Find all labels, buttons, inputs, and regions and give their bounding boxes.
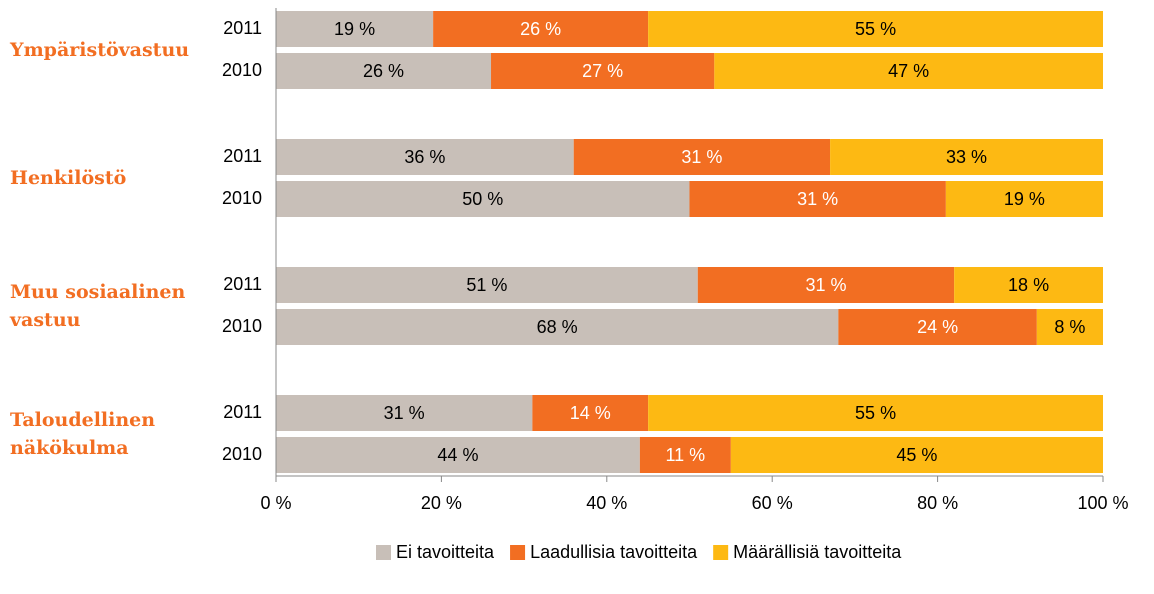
category-label: 2010 [222,188,262,208]
category-label: 2011 [223,146,262,166]
data-label: 44 % [437,445,478,465]
data-label: 26 % [520,19,561,39]
group-label: Taloudellinen näkökulma [10,409,156,459]
data-label: 19 % [334,19,375,39]
data-label: 33 % [946,147,987,167]
bar-segment [639,437,731,473]
legend-swatch [376,545,391,560]
legend-label: Määrällisiä tavoitteita [733,542,902,562]
bar-segment [276,53,492,89]
data-label: 31 % [384,403,425,423]
bar-segment [648,11,1103,47]
bar-segment [276,139,574,175]
bar-segment [433,11,649,47]
bar-segment [730,437,1103,473]
data-label: 8 % [1054,317,1085,337]
bar-segment [1036,309,1103,345]
bar-segment [945,181,1103,217]
bar-segment [276,437,640,473]
data-label: 47 % [888,61,929,81]
bar-segment [714,53,1103,89]
bar-segment [954,267,1103,303]
bar-segment [276,395,533,431]
bar-segment [648,395,1103,431]
x-tick-label: 0 % [260,493,291,513]
legend-swatch [510,545,526,560]
category-label: 2010 [222,60,262,80]
data-label: 55 % [855,403,896,423]
data-label: 31 % [681,147,722,167]
data-label: 26 % [363,61,404,81]
bar-segment [276,11,434,47]
category-label: 2011 [223,274,262,294]
data-label: 27 % [582,61,623,81]
x-tick-label: 100 % [1077,493,1128,513]
category-label: 2011 [223,402,262,422]
data-label: 19 % [1004,189,1045,209]
legend-label: Ei tavoitteita [396,542,495,562]
group-label: Ympäristövastuu [10,39,190,61]
legend-label: Laadullisia tavoitteita [530,542,698,562]
category-label: 2010 [222,316,262,336]
data-label: 45 % [896,445,937,465]
bar-segment [689,181,946,217]
category-label: 2010 [222,444,262,464]
x-tick-label: 20 % [421,493,462,513]
x-tick-label: 40 % [586,493,627,513]
data-label: 24 % [917,317,958,337]
data-label: 51 % [466,275,507,295]
data-label: 18 % [1008,275,1049,295]
bar-segment [276,181,690,217]
bar-segment [532,395,649,431]
data-label: 31 % [797,189,838,209]
bar-segment [573,139,831,175]
data-label: 14 % [570,403,611,423]
group-label: Henkilöstö [10,167,127,189]
bar-segment [697,267,955,303]
data-label: 68 % [537,317,578,337]
bar-segment [491,53,715,89]
data-label: 31 % [805,275,846,295]
group-label: Muu sosiaalinen vastuu [10,281,186,331]
data-label: 36 % [404,147,445,167]
category-label: 2011 [223,18,262,38]
bar-segment [830,139,1103,175]
bar-segment [276,267,698,303]
data-label: 55 % [855,19,896,39]
x-tick-label: 60 % [752,493,793,513]
data-label: 11 % [666,445,706,465]
bar-segment [276,309,839,345]
bar-segment [838,309,1037,345]
data-label: 50 % [462,189,503,209]
x-tick-label: 80 % [917,493,958,513]
legend-swatch [713,545,729,560]
